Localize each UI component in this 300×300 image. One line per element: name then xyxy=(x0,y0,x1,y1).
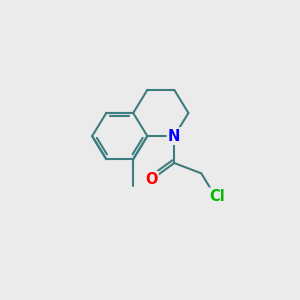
Text: N: N xyxy=(168,129,181,144)
Text: Cl: Cl xyxy=(209,189,224,204)
Text: O: O xyxy=(145,172,158,187)
